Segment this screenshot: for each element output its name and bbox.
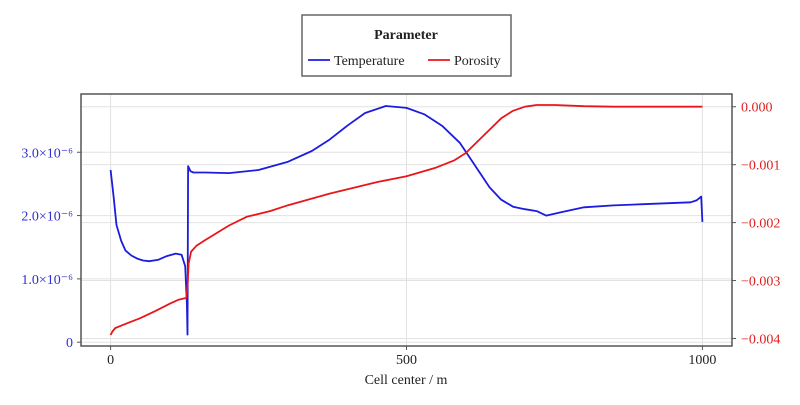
series-line-temperature [109, 105, 704, 336]
y-right-tick-label: −0.004 [741, 332, 780, 347]
x-tick-label: 500 [396, 353, 417, 368]
y-right-tick-label: −0.003 [741, 275, 780, 290]
y-left-tick-label: 3.0×10⁻⁶ [21, 146, 73, 161]
legend: Parameter Temperature Porosity [301, 14, 512, 77]
y-axis-right: 0.000 −0.001 −0.002 −0.003 −0.004 [732, 101, 780, 347]
legend-label-porosity: Porosity [454, 54, 501, 69]
y-right-tick-label: −0.002 [741, 217, 780, 232]
y-left-tick-label: 1.0×10⁻⁶ [21, 273, 73, 288]
y-left-tick-label: 0 [66, 336, 73, 351]
y-axis-left: 0 1.0×10⁻⁶ 2.0×10⁻⁶ 3.0×10⁻⁶ [21, 146, 81, 351]
x-axis-label: Cell center / m [365, 373, 448, 388]
legend-title: Parameter [374, 28, 438, 43]
y-left-tick-label: 2.0×10⁻⁶ [21, 210, 73, 225]
series-lines [109, 104, 704, 336]
x-axis: 0 500 1000 [107, 346, 716, 368]
series-line-porosity [109, 104, 703, 336]
y-right-tick-label: 0.000 [741, 101, 773, 116]
y-right-tick-label: −0.001 [741, 159, 780, 174]
legend-box [301, 14, 512, 77]
legend-label-temperature: Temperature [334, 54, 405, 69]
grid [81, 94, 732, 346]
x-tick-label: 0 [107, 353, 114, 368]
x-tick-label: 1000 [688, 353, 716, 368]
